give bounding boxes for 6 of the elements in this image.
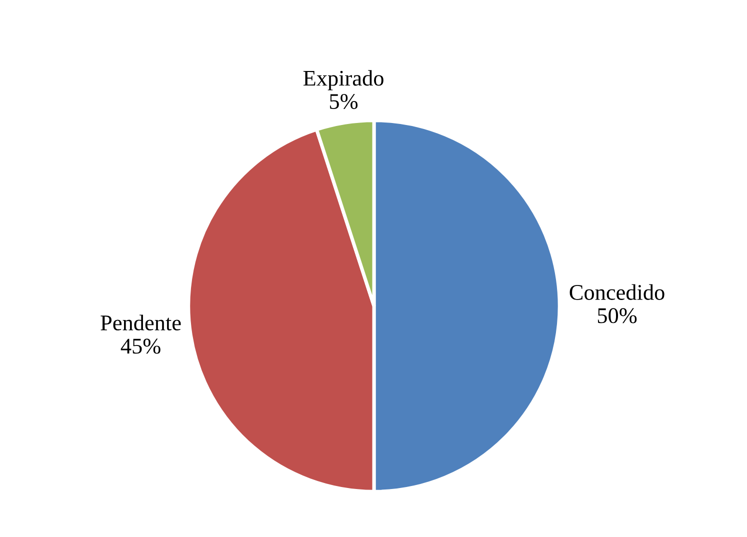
data-label: 5% [330, 94, 358, 110]
data-label: 50% [598, 308, 637, 324]
slice-label: Pendente [100, 314, 181, 330]
slice-label: Expirado [303, 70, 384, 90]
data-label: 45% [120, 338, 160, 354]
slice-label: Concedido [570, 284, 664, 300]
